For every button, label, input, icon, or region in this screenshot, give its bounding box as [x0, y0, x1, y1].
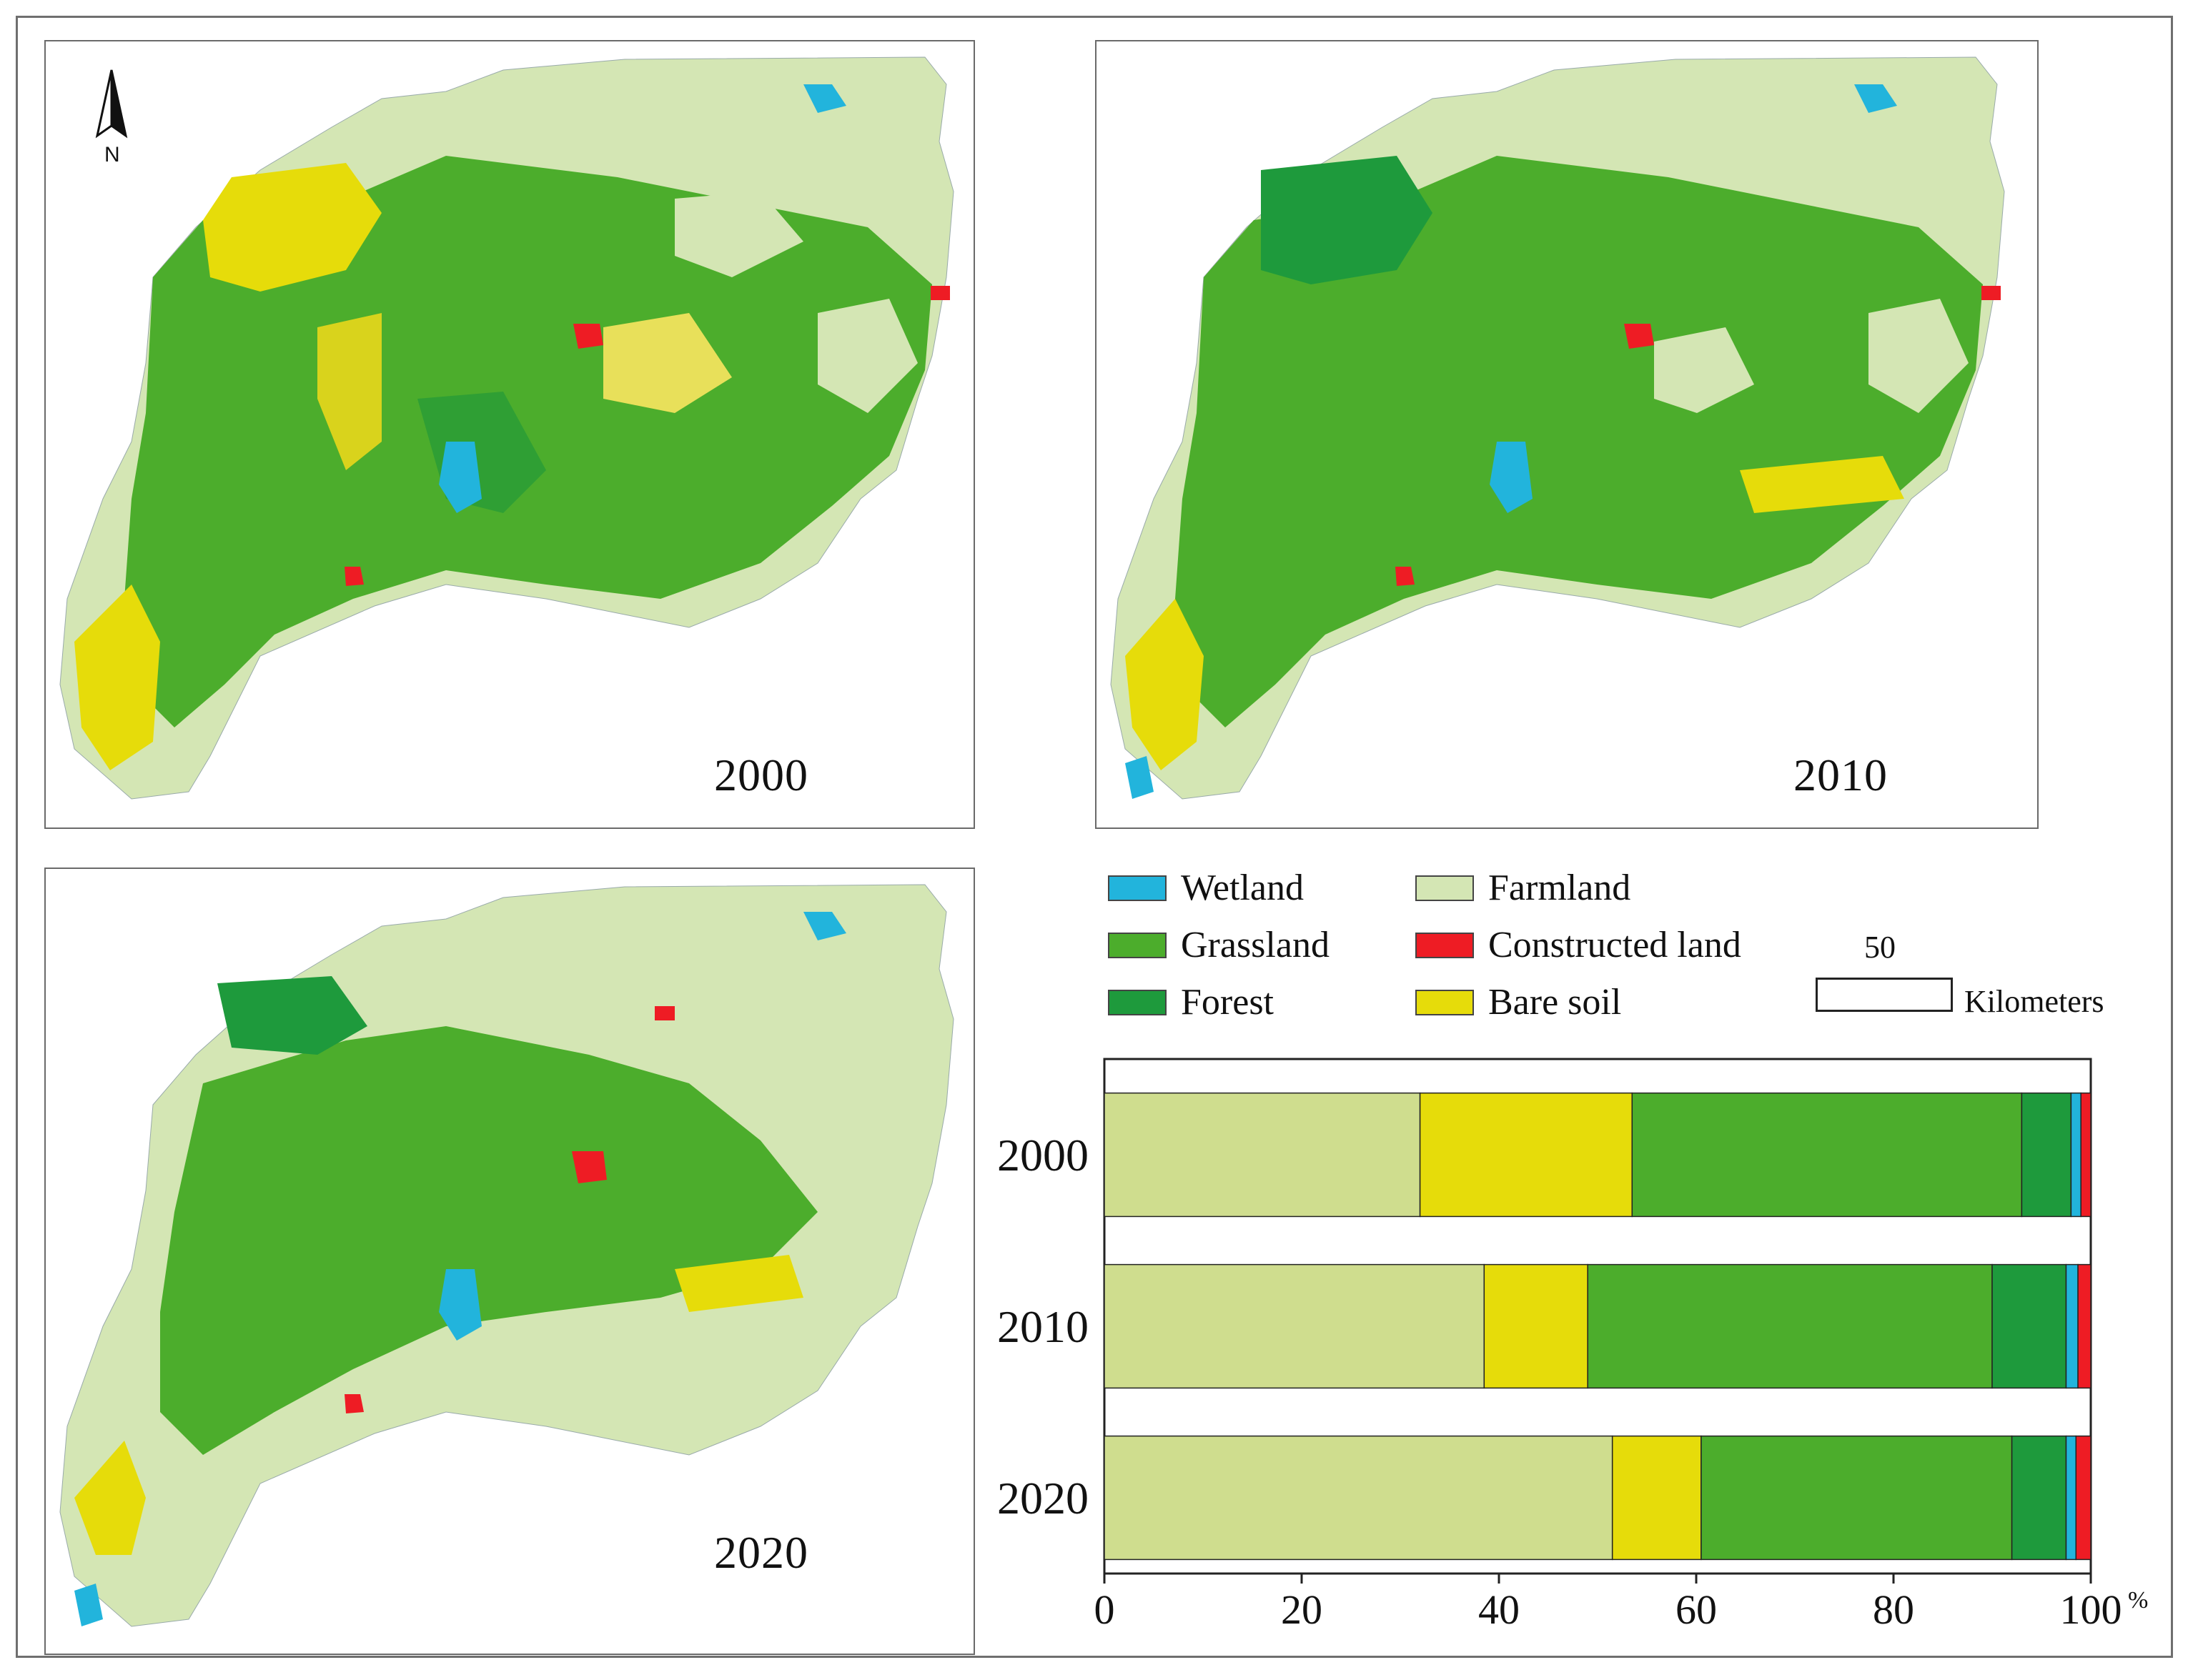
legend-item-wetland: Wetland — [1108, 867, 1304, 909]
bar-2020-forest — [2011, 1435, 2067, 1561]
map-panel-2000: N 2000 — [44, 40, 975, 829]
bar-2020-farmland — [1104, 1435, 1613, 1561]
bar-2010-bare-soil — [1483, 1263, 1588, 1389]
land-use-map-2000 — [59, 56, 954, 800]
year-label-2020: 2020 — [714, 1527, 808, 1578]
legend-item-farmland: Farmland — [1415, 867, 1630, 909]
legend-label-constructed-land: Constructed land — [1488, 925, 1741, 965]
x-tick-label-80: 80 — [1873, 1586, 1914, 1633]
legend-swatch-wetland — [1108, 875, 1167, 901]
x-unit-label: % — [2128, 1587, 2148, 1614]
category-label-2000: 2000 — [997, 1130, 1089, 1181]
bar-2010-wetland — [2065, 1263, 2079, 1389]
map-panel-2020: 2020 — [44, 868, 975, 1655]
land-use-stacked-bar-chart: 2000 2010 2020 0 20 40 60 80 100% — [997, 1058, 2148, 1633]
land-use-map-2010 — [1110, 56, 2005, 800]
legend-label-farmland: Farmland — [1488, 868, 1631, 908]
legend-label-bare-soil: Bare soil — [1488, 982, 1622, 1023]
legend: Wetland Farmland Grassland Constructed l… — [1108, 861, 2173, 1033]
legend-swatch-bare-soil — [1415, 989, 1474, 1015]
bar-2000-bare-soil — [1419, 1092, 1633, 1218]
x-tick-label-20: 20 — [1281, 1586, 1322, 1633]
scale-bar — [1816, 978, 1953, 1012]
north-arrow — [95, 69, 128, 139]
legend-label-forest: Forest — [1181, 982, 1274, 1023]
legend-swatch-forest — [1108, 989, 1167, 1015]
legend-label-grassland: Grassland — [1181, 925, 1330, 965]
bar-2000-farmland — [1104, 1092, 1421, 1218]
x-tick-label-60: 60 — [1675, 1586, 1717, 1633]
category-label-2020: 2020 — [997, 1473, 1089, 1524]
legend-label-wetland: Wetland — [1181, 868, 1304, 908]
legend-item-constructed-land: Constructed land — [1415, 924, 1741, 966]
x-tick-label-100: 100 — [2060, 1586, 2122, 1633]
north-arrow-label: N — [104, 143, 120, 166]
bar-2010-grassland — [1587, 1263, 1993, 1389]
bar-2020-bare-soil — [1611, 1435, 1702, 1561]
bar-2020-grassland — [1701, 1435, 2013, 1561]
bar-2010-farmland — [1104, 1263, 1485, 1389]
figure-frame — [16, 16, 2173, 1658]
legend-swatch-farmland — [1415, 875, 1474, 901]
bar-2010-forest — [1991, 1263, 2067, 1389]
category-label-2010: 2010 — [997, 1301, 1089, 1352]
bar-2000-forest — [2021, 1092, 2072, 1218]
bar-2010-constructed-land — [2077, 1263, 2091, 1389]
bar-2000-grassland — [1631, 1092, 2023, 1218]
land-use-map-2020 — [59, 884, 954, 1627]
bar-2020-wetland — [2065, 1435, 2077, 1561]
legend-item-grassland: Grassland — [1108, 924, 1330, 966]
map-panel-2010: 2010 — [1095, 40, 2039, 829]
year-label-2000: 2000 — [714, 750, 808, 800]
scale-bar-unit: Kilometers — [1964, 984, 2104, 1019]
bar-2020-constructed-land — [2075, 1435, 2091, 1561]
x-tick-label-0: 0 — [1094, 1586, 1115, 1633]
legend-swatch-grassland — [1108, 932, 1167, 958]
legend-swatch-constructed-land — [1415, 932, 1474, 958]
bar-2000-constructed-land — [2080, 1092, 2091, 1218]
bar-2000-wetland — [2070, 1092, 2081, 1218]
year-label-2010: 2010 — [1793, 750, 1888, 800]
legend-item-bare-soil: Bare soil — [1415, 981, 1621, 1023]
legend-item-forest: Forest — [1108, 981, 1274, 1023]
x-tick-label-40: 40 — [1478, 1586, 1520, 1633]
scale-bar-value: 50 — [1864, 930, 1896, 965]
